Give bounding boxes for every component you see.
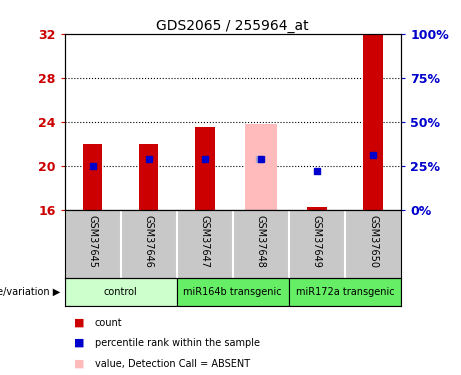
Bar bbox=[83, 144, 102, 210]
Text: control: control bbox=[104, 286, 137, 297]
Text: genotype/variation ▶: genotype/variation ▶ bbox=[0, 286, 60, 297]
Text: ■: ■ bbox=[74, 318, 84, 327]
Text: miR172a transgenic: miR172a transgenic bbox=[296, 286, 394, 297]
Bar bbox=[65, 278, 177, 306]
Bar bbox=[139, 144, 159, 210]
Text: ■: ■ bbox=[74, 359, 84, 369]
Bar bbox=[245, 124, 277, 210]
Text: GSM37645: GSM37645 bbox=[88, 215, 98, 268]
Text: GSM37647: GSM37647 bbox=[200, 215, 210, 268]
Text: ■: ■ bbox=[74, 338, 84, 348]
Text: percentile rank within the sample: percentile rank within the sample bbox=[95, 338, 260, 348]
Bar bbox=[363, 34, 383, 210]
Text: GSM37649: GSM37649 bbox=[312, 215, 322, 268]
Bar bbox=[307, 207, 327, 210]
Text: GSM37646: GSM37646 bbox=[144, 215, 154, 268]
Text: value, Detection Call = ABSENT: value, Detection Call = ABSENT bbox=[95, 359, 249, 369]
Title: GDS2065 / 255964_at: GDS2065 / 255964_at bbox=[156, 19, 309, 33]
Text: count: count bbox=[95, 318, 122, 327]
Text: GSM37648: GSM37648 bbox=[256, 215, 266, 268]
Bar bbox=[195, 128, 214, 210]
Text: miR164b transgenic: miR164b transgenic bbox=[183, 286, 282, 297]
Bar bbox=[289, 278, 401, 306]
Text: GSM37650: GSM37650 bbox=[368, 215, 378, 268]
Bar bbox=[177, 278, 289, 306]
